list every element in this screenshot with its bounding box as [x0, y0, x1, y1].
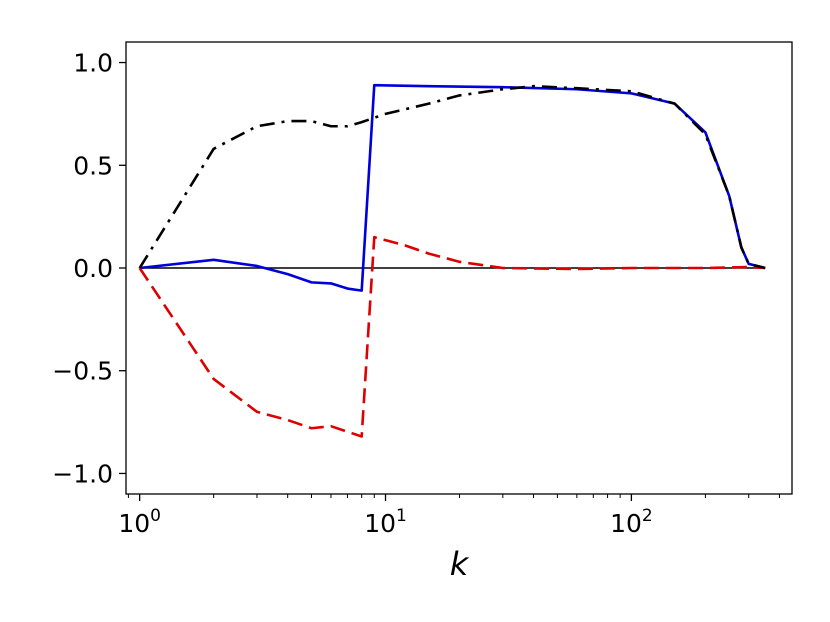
y-tick-label-3: 0.5 [73, 151, 113, 180]
series-line-1 [139, 83, 766, 292]
x-axis-ticks: 100 101 102 [118, 494, 780, 538]
y-tick-label-4: 1.0 [73, 49, 113, 78]
series-line-2 [138, 235, 766, 438]
y-tick-label-2: 0.0 [73, 254, 113, 283]
plot-frame [125, 41, 793, 495]
x-tick-label-2: 102 [610, 506, 653, 538]
series-line-3 [138, 84, 766, 270]
series-layer [138, 83, 766, 438]
x-tick-label-0: 100 [118, 506, 161, 538]
y-axis-ticks: −1.0 −0.5 0.0 0.5 1.0 [52, 49, 126, 488]
y-tick-label-0: −1.0 [52, 459, 113, 488]
x-axis-label: k [450, 545, 470, 583]
x-tick-label-1: 101 [364, 506, 407, 538]
y-tick-label-1: −0.5 [52, 357, 113, 386]
